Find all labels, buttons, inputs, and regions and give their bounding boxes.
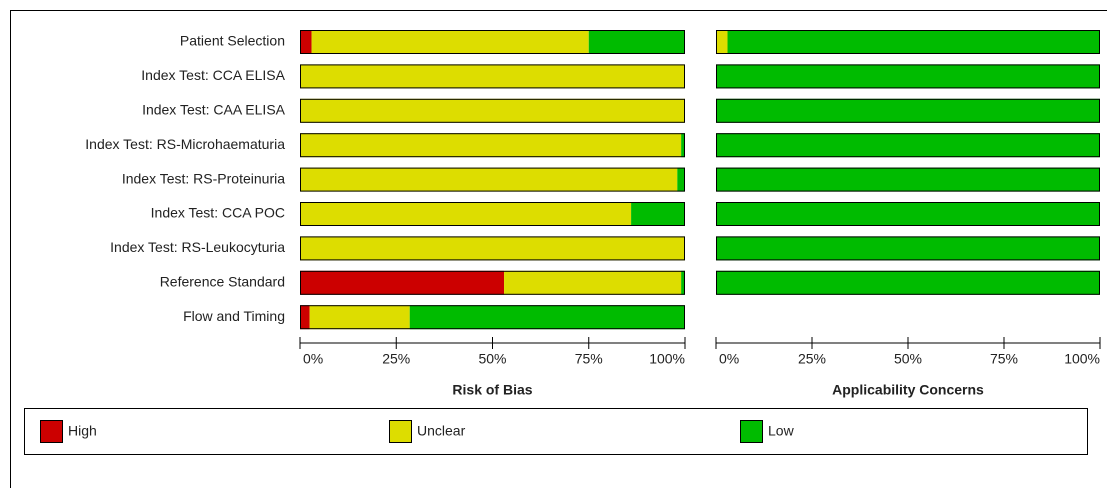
bar-segment — [677, 167, 685, 192]
legend-swatch — [740, 420, 763, 443]
x-tick-label: 50% — [894, 351, 922, 367]
x-tick-label: 75% — [990, 351, 1018, 367]
bar-segment — [300, 202, 632, 226]
bar-segment — [309, 305, 410, 330]
bar-segment — [409, 305, 685, 330]
bar-outline — [716, 30, 1100, 54]
x-tick-label: 100% — [1064, 351, 1100, 367]
bar-outline — [716, 202, 1100, 226]
bar-segment — [681, 133, 685, 158]
bar-segment — [300, 64, 685, 89]
bar-outline — [716, 64, 1100, 89]
legend-label: Unclear — [417, 423, 466, 439]
legend-swatch — [40, 420, 63, 443]
category-label: Index Test: RS-Proteinuria — [122, 170, 285, 186]
category-label: Reference Standard — [160, 274, 285, 290]
bar-segment — [300, 98, 685, 123]
legend-label: Low — [768, 423, 795, 439]
category-label: Index Test: CAA ELISA — [142, 102, 286, 118]
bar-segment — [716, 167, 1100, 192]
bar-outline — [300, 270, 685, 295]
legend-label: High — [68, 423, 97, 439]
x-tick-label: 75% — [575, 351, 603, 367]
bar-outline — [716, 270, 1100, 295]
bar-outline — [300, 305, 685, 330]
bar-outline — [300, 64, 685, 89]
bar-outline — [300, 167, 685, 192]
bar-segment — [716, 236, 1100, 261]
axis-title: Applicability Concerns — [832, 382, 984, 398]
legend-swatch — [389, 420, 412, 443]
category-label: Index Test: RS-Microhaematuria — [85, 136, 285, 152]
x-tick-label: 0% — [303, 351, 323, 367]
bar-outline — [300, 133, 685, 158]
bar-segment — [300, 270, 505, 295]
category-label: Index Test: CCA POC — [151, 205, 285, 221]
category-label: Flow and Timing — [183, 308, 285, 324]
axis-title: Risk of Bias — [452, 382, 532, 398]
bar-segment — [681, 270, 685, 295]
bar-segment — [727, 30, 1100, 54]
bar-outline — [300, 236, 685, 261]
bar-segment — [716, 270, 1100, 295]
bar-segment — [300, 305, 310, 330]
x-tick-label: 100% — [649, 351, 685, 367]
category-label: Patient Selection — [180, 33, 285, 49]
bar-outline — [300, 30, 685, 54]
legend-box — [24, 408, 1088, 455]
x-tick-label: 0% — [719, 351, 739, 367]
x-tick-label: 25% — [382, 351, 410, 367]
bar-outline — [716, 236, 1100, 261]
category-label: Index Test: CCA ELISA — [141, 67, 285, 83]
bar-outline — [300, 98, 685, 123]
x-tick-label: 25% — [798, 351, 826, 367]
bar-segment — [631, 202, 685, 226]
bar-segment — [716, 202, 1100, 226]
category-label: Index Test: RS-Leukocyturia — [110, 239, 285, 255]
bar-segment — [716, 98, 1100, 123]
bar-segment — [300, 133, 682, 158]
bar-outline — [716, 133, 1100, 158]
bar-segment — [716, 30, 728, 54]
bar-segment — [300, 167, 678, 192]
bar-segment — [716, 133, 1100, 158]
bar-outline — [716, 98, 1100, 123]
bar-segment — [300, 30, 312, 54]
bar-outline — [716, 167, 1100, 192]
bar-segment — [300, 236, 685, 261]
frame — [10, 10, 1107, 488]
bar-segment — [716, 64, 1100, 89]
bar-outline — [300, 202, 685, 226]
bar-segment — [311, 30, 589, 54]
x-tick-label: 50% — [478, 351, 506, 367]
bar-segment — [504, 270, 682, 295]
bar-segment — [588, 30, 685, 54]
